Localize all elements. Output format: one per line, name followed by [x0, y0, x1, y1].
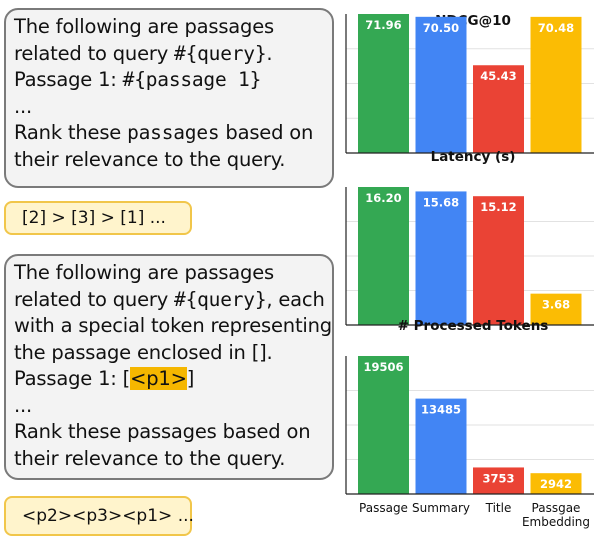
- bar: [473, 196, 524, 325]
- bar-value-label: 70.48: [538, 21, 574, 35]
- prompt-box-2: The following are passages related to qu…: [4, 254, 334, 480]
- prompt2-line1: The following are passages: [14, 261, 274, 284]
- prompt1-line2: related to query #{query}.: [14, 41, 273, 65]
- bar-value-label: 45.43: [480, 69, 516, 83]
- bar: [473, 467, 524, 494]
- x-tick-label: Title: [485, 501, 512, 515]
- bar-value-label: 13485: [421, 403, 461, 417]
- x-tick-label: Passgae: [532, 501, 581, 515]
- bar: [358, 187, 409, 325]
- bar: [415, 191, 467, 325]
- bar-value-label: 70.50: [423, 21, 459, 35]
- bar: [415, 398, 467, 494]
- output1-text: [2] > [3] > [1] ...: [22, 208, 166, 228]
- prompt-box-1: The following are passages related to qu…: [4, 8, 334, 188]
- prompt1-line5: Rank these passages based on: [14, 121, 314, 144]
- prompt1-line1: The following are passages: [14, 15, 274, 38]
- bar: [415, 16, 467, 154]
- prompt2-line5: Passage 1: [<p1>]: [14, 367, 195, 390]
- prompt2-line8: their relevance to the query.: [14, 446, 286, 470]
- bar: [530, 16, 582, 153]
- prompt2-line7: Rank these passages based on: [14, 420, 311, 443]
- x-tick-label: Summary: [412, 501, 470, 515]
- prompt1-line3: Passage 1: #{passage 1}: [14, 68, 262, 91]
- output-box-2: <p2><p3><p1> ...: [4, 496, 194, 536]
- x-tick-label: Embedding: [522, 515, 590, 529]
- bar: [530, 473, 582, 494]
- bar-value-label: 3.68: [542, 298, 570, 312]
- bar: [473, 65, 524, 153]
- output2-text: <p2><p3><p1> ...: [22, 506, 194, 526]
- bar-value-label: 19506: [363, 360, 403, 374]
- prompt2-line3: with a special token representing: [14, 314, 332, 337]
- prompt2-line2: related to query #{query}, each: [14, 287, 325, 311]
- bar-value-label: 2942: [540, 477, 572, 491]
- bar-value-label: 15.68: [423, 195, 459, 209]
- bar-value-label: 71.96: [365, 18, 401, 32]
- bar: [358, 14, 409, 153]
- prompt2-line4: the passage enclosed in [].: [14, 340, 273, 364]
- bar-value-label: 3753: [482, 471, 514, 485]
- bar-value-label: 15.12: [480, 200, 516, 214]
- chart-title: Latency (s): [431, 149, 516, 165]
- output-box-1: [2] > [3] > [1] ...: [4, 201, 192, 235]
- x-tick-label: Passage: [359, 501, 408, 515]
- prompt2-line6: ...: [14, 393, 32, 417]
- bar-value-label: 16.20: [365, 191, 401, 205]
- prompt1-line6: their relevance to the query.: [14, 147, 286, 171]
- chart-title: # Processed Tokens: [398, 318, 549, 334]
- bar: [530, 293, 582, 325]
- special-token: <p1>: [130, 367, 187, 390]
- bar: [358, 356, 409, 494]
- prompt1-line4: ...: [14, 94, 32, 118]
